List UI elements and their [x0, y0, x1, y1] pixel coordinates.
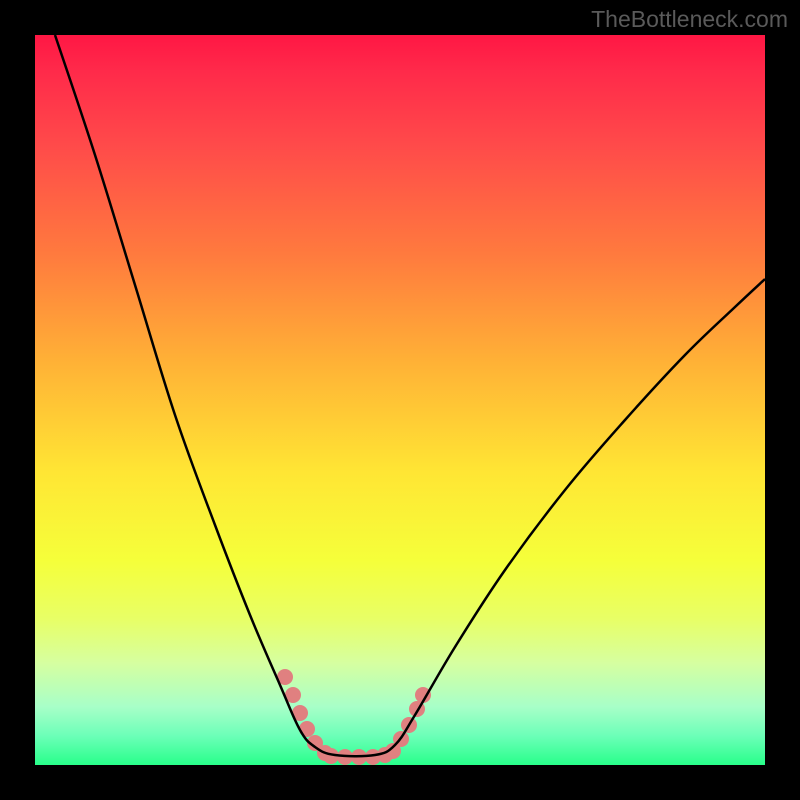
plot-area: [35, 35, 765, 765]
watermark-text: TheBottleneck.com: [591, 6, 788, 33]
bottleneck-curve: [35, 35, 765, 765]
outer-frame: TheBottleneck.com: [0, 0, 800, 800]
